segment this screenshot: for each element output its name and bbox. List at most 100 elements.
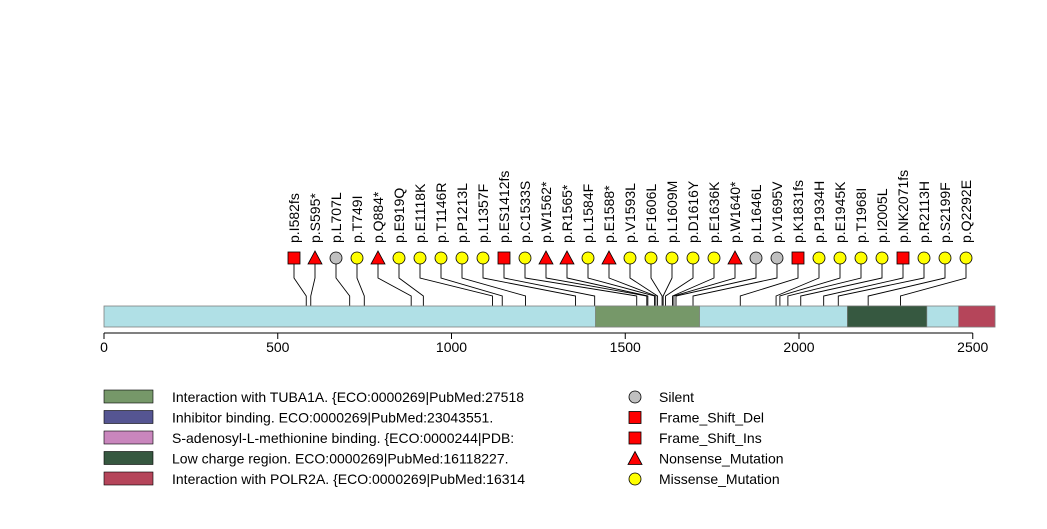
legend-domain-label: Interaction with TUBA1A. {ECO:0000269|Pu… [172,389,524,405]
mutation-marker [896,251,910,265]
mutation-label: p.P1213L [454,183,470,243]
mutation-label: p.T1968I [853,188,869,243]
mutation-label: p.NK2071fs [895,170,911,243]
mutation-marker [434,251,448,265]
mutation-marker [413,251,427,265]
legend-domain-swatch [103,410,154,424]
mutation-marker [518,251,532,265]
legend-mutation-label: Frame_Shift_Del [659,410,764,426]
mutation-label: p.L1609M [664,181,680,243]
mutation-label: p.E1945K [832,181,848,243]
legend-domain-label: Inhibitor binding. ECO:0000269|PubMed:23… [172,410,493,426]
mutation-label: p.S2199F [937,182,953,243]
legend-mutation-symbol [628,472,642,486]
x-tick-label: 1500 [610,339,641,355]
mutation-marker [707,251,721,265]
mutation-marker [559,250,575,265]
mutation-marker [287,251,301,265]
protein-domain-0 [595,305,700,328]
mutation-label: p.W1640* [727,181,743,243]
mutation-marker [350,251,364,265]
mutation-marker [497,251,511,265]
mutation-marker [601,250,617,265]
mutation-marker [476,251,490,265]
mutation-marker [749,251,763,265]
mutation-label: p.L1584F [580,184,596,243]
mutation-marker [875,251,889,265]
mutation-label: p.ES1412fs [496,171,512,243]
mutation-marker [644,251,658,265]
mutation-label: p.S595* [307,193,323,243]
mutation-label: p.L1357F [475,184,491,243]
protein-domain-1 [847,305,928,328]
legend-mutation-symbol [628,411,642,424]
legend: Interaction with TUBA1A. {ECO:0000269|Pu… [103,389,784,487]
x-tick-label: 2000 [783,339,814,355]
legend-domain-label: S-adenosyl-L-methionine binding. {ECO:00… [172,430,514,446]
x-tick-label: 1000 [436,339,467,355]
mutation-marker [727,250,743,265]
legend-mutation-symbol [628,390,642,404]
legend-domain-swatch [103,471,154,486]
x-axis: 0 500 1000 1500 2000 2500 [100,332,989,355]
mutation-label: p.K1831fs [790,180,806,243]
mutation-label: p.E1118K [412,183,428,243]
mutation-label: p.Q2292E [958,180,974,243]
legend-mutation-symbol [628,431,642,445]
mutation-label: p.F1606L [643,184,659,243]
mutation-label: p.R2113H [916,181,932,243]
mutation-marker [686,251,700,265]
mutation-label: p.I582fs [286,193,302,243]
mutation-marker [581,251,595,265]
x-tick-label: 2500 [957,339,988,355]
mutation-label: p.E1636K [706,181,722,243]
legend-mutation-label: Frame_Shift_Ins [659,430,762,446]
mutation-marker [329,251,343,265]
mutation-label: p.T749I [349,196,365,243]
mutation-marker [917,251,931,265]
mutation-marker [392,251,406,265]
mutation-label: p.V1695V [769,181,785,243]
mutation-marker [623,251,637,265]
legend-mutation-label: Nonsense_Mutation [659,451,784,467]
mutation-label: p.R1565* [559,184,575,243]
legend-domain-label: Interaction with POLR2A. {ECO:0000269|Pu… [172,471,525,487]
mutation-marker [665,251,679,265]
legend-domain-label: Low charge region. ECO:0000269|PubMed:16… [172,451,509,467]
mutation-label: p.W1562* [538,181,554,243]
legend-domain-swatch [103,430,154,445]
mutation-label: p.E1588* [601,185,617,243]
legend-mutation-label: Missense_Mutation [659,471,780,487]
mutation-label: p.I2005L [874,188,890,243]
legend-mutation-label: Silent [659,389,694,405]
mutation-label: p.P1934H [811,181,827,243]
mutation-marker [770,251,784,265]
mutation-label: p.D1616Y [685,180,701,243]
mutation-marker [307,250,323,265]
mutation-marker [812,251,826,265]
mutation-marker [370,250,386,265]
mutation-label: p.Q884* [370,191,386,243]
legend-domain-swatch [103,389,154,404]
mutation-marker [938,251,952,265]
mutation-marker [455,251,469,265]
mutation-marker [791,251,805,265]
mutation-marker [959,251,973,265]
mutation-marker [538,250,554,265]
mutation-marker [854,251,868,265]
mutation-label: p.L1646L [748,184,764,243]
protein-track [103,305,996,328]
mutation-label: p.L707L [328,192,344,243]
mutation-label: p.V1593L [622,183,638,243]
mutation-marker [833,251,847,265]
mutation-label: p.T1146R [433,183,449,243]
mutation-markers [287,250,973,265]
x-tick-label: 500 [266,339,290,355]
legend-mutation-symbol [627,450,643,465]
mutation-labels: p.I582fs p.S595* p.L707L p.T749I p.Q884* p.E9… [286,170,974,243]
x-tick-label: 0 [100,339,108,355]
legend-domain-swatch [103,451,154,465]
mutation-label: p.E919Q [391,188,407,243]
